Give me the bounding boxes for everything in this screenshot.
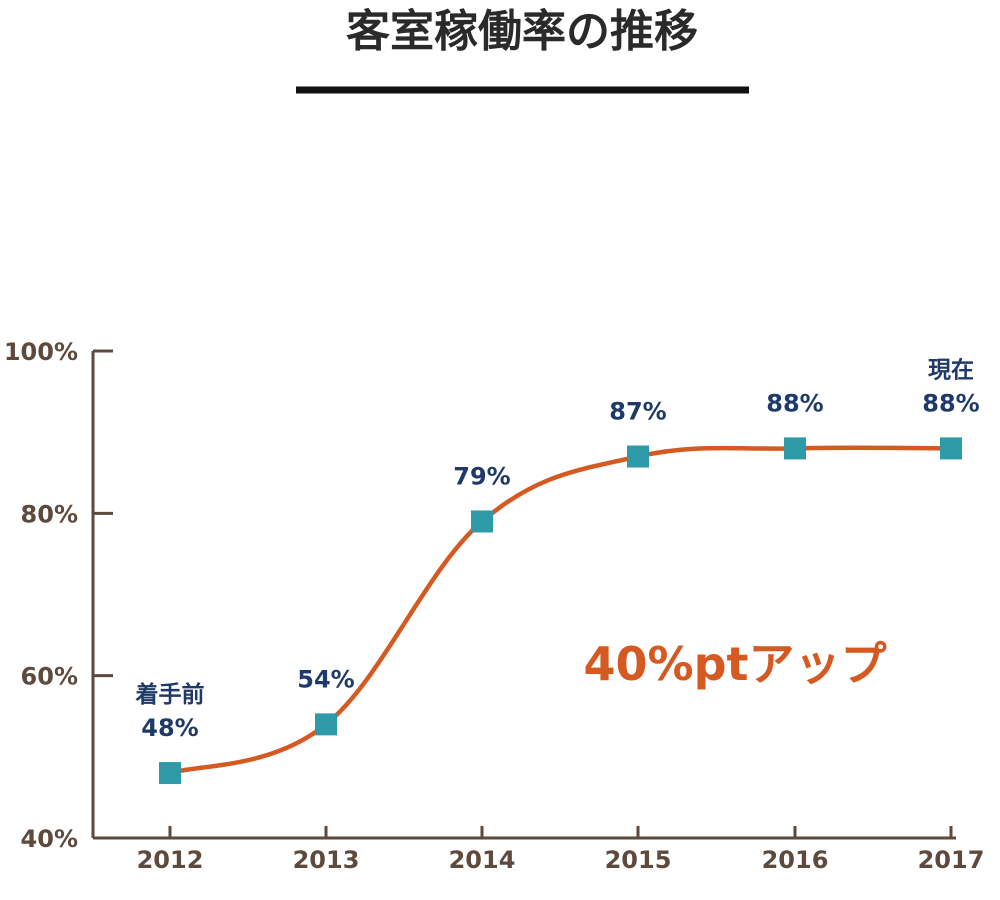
data-label-2016: 88%: [766, 389, 823, 417]
x-tick-label: 2013: [293, 846, 360, 874]
x-tick-label: 2015: [605, 846, 672, 874]
x-tick-label: 2016: [762, 846, 829, 874]
y-tick-label: 40%: [21, 825, 78, 853]
data-point-marker-2017: [940, 437, 962, 460]
data-label-2017: 88%: [922, 389, 979, 417]
data-label-prefix-2012: 着手前: [136, 681, 205, 708]
data-point-marker-2014: [471, 510, 493, 533]
data-label-2012: 48%: [141, 714, 198, 742]
annotation-text: 40%ptアップ: [583, 637, 886, 691]
y-tick-label: 60%: [21, 663, 78, 691]
chart-title: 客室稼働率の推移: [346, 6, 698, 57]
x-tick-label: 2012: [137, 846, 204, 874]
data-label-2015: 87%: [609, 398, 666, 426]
axes: 40% 60% 80% 100% 2012 2013 2014 2015 2016 2017: [4, 338, 985, 874]
y-tick-label: 80%: [21, 500, 78, 528]
data-label-prefix-2017: 現在: [928, 356, 974, 383]
data-point-marker-2013: [315, 713, 337, 736]
data-point-marker-2015: [627, 445, 649, 468]
x-tick-label: 2014: [449, 846, 516, 874]
data-point-marker-2016: [784, 437, 806, 460]
data-labels: 48% 着手前 54% 79% 87% 88% 88% 現在: [136, 356, 980, 742]
data-point-marker-2012: [159, 762, 181, 785]
x-tick-label: 2017: [918, 846, 985, 874]
series-line: [169, 445, 952, 776]
data-label-2014: 79%: [453, 462, 510, 490]
series-layer: [159, 437, 962, 785]
data-label-2013: 54%: [297, 665, 354, 693]
y-tick-label: 100%: [4, 338, 78, 366]
